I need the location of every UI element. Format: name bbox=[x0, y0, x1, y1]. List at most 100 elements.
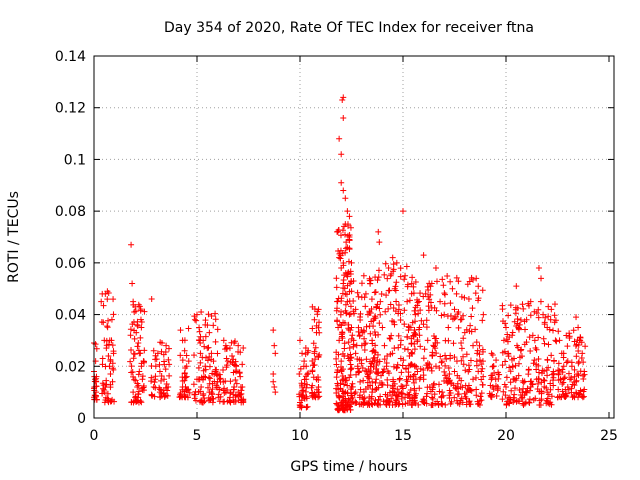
data-point bbox=[163, 380, 170, 387]
data-point bbox=[399, 362, 406, 369]
data-point bbox=[405, 346, 412, 353]
data-point bbox=[384, 352, 391, 359]
data-point bbox=[136, 368, 143, 375]
data-point bbox=[347, 372, 354, 379]
data-point bbox=[400, 208, 406, 215]
data-point bbox=[447, 278, 454, 285]
data-point bbox=[390, 266, 397, 273]
data-point bbox=[411, 340, 418, 347]
data-point bbox=[183, 373, 190, 380]
data-point bbox=[338, 265, 345, 272]
data-point bbox=[395, 389, 402, 396]
data-point bbox=[337, 232, 344, 239]
data-point bbox=[297, 365, 304, 372]
data-point bbox=[455, 308, 462, 315]
data-point bbox=[341, 340, 348, 347]
data-point bbox=[347, 327, 354, 334]
data-point bbox=[581, 368, 588, 375]
data-point bbox=[535, 380, 542, 387]
data-point bbox=[577, 387, 584, 394]
data-point bbox=[547, 316, 554, 323]
data-point bbox=[468, 313, 475, 320]
data-point bbox=[364, 373, 371, 380]
data-point bbox=[179, 337, 186, 344]
data-point bbox=[429, 401, 436, 408]
data-point bbox=[466, 278, 473, 285]
data-point bbox=[387, 351, 394, 358]
data-point bbox=[425, 287, 432, 294]
data-point bbox=[490, 363, 497, 370]
data-point bbox=[579, 350, 586, 357]
data-point bbox=[131, 351, 138, 358]
data-point bbox=[200, 337, 207, 344]
data-point bbox=[377, 298, 384, 305]
data-point bbox=[103, 345, 110, 352]
y-tick-label: 0.08 bbox=[55, 204, 86, 220]
data-point bbox=[535, 265, 542, 272]
data-point bbox=[337, 380, 344, 387]
data-point bbox=[544, 389, 551, 396]
data-point bbox=[158, 340, 165, 347]
data-point bbox=[370, 323, 377, 330]
data-point bbox=[455, 278, 462, 285]
data-point bbox=[300, 387, 307, 394]
data-point bbox=[131, 376, 138, 383]
data-point bbox=[350, 277, 357, 284]
data-point bbox=[209, 370, 216, 377]
data-point bbox=[385, 305, 392, 312]
data-point bbox=[545, 400, 552, 407]
data-point bbox=[515, 324, 522, 331]
data-point bbox=[513, 342, 520, 349]
data-point bbox=[390, 363, 397, 370]
data-point bbox=[232, 394, 239, 401]
data-point bbox=[387, 272, 394, 279]
data-point bbox=[438, 394, 445, 401]
data-point bbox=[340, 407, 347, 414]
data-point bbox=[231, 383, 238, 390]
data-point bbox=[105, 396, 112, 403]
data-point bbox=[348, 354, 355, 361]
data-point bbox=[400, 357, 407, 364]
data-point bbox=[376, 305, 383, 312]
data-point bbox=[535, 376, 542, 383]
data-point bbox=[492, 376, 499, 383]
data-point bbox=[348, 288, 355, 295]
data-point bbox=[338, 331, 345, 338]
data-point bbox=[315, 383, 322, 390]
data-point bbox=[458, 340, 465, 347]
data-point bbox=[499, 306, 506, 313]
data-point bbox=[272, 389, 279, 396]
data-point bbox=[566, 333, 573, 340]
data-point bbox=[514, 305, 521, 312]
data-point bbox=[445, 378, 452, 385]
data-point bbox=[442, 401, 449, 408]
data-point bbox=[378, 372, 385, 379]
data-point bbox=[134, 343, 141, 350]
data-point bbox=[344, 352, 351, 359]
data-point bbox=[464, 385, 471, 392]
data-point bbox=[156, 361, 163, 368]
data-point bbox=[110, 350, 117, 357]
data-point bbox=[509, 332, 516, 339]
data-point bbox=[214, 378, 221, 385]
data-point bbox=[520, 305, 527, 312]
data-point bbox=[448, 379, 455, 386]
data-point bbox=[549, 327, 556, 334]
data-point bbox=[525, 399, 532, 406]
data-point bbox=[176, 394, 183, 401]
data-point bbox=[393, 279, 400, 286]
data-point bbox=[197, 333, 204, 340]
data-point bbox=[405, 323, 412, 330]
data-point bbox=[136, 350, 143, 357]
data-point bbox=[130, 373, 137, 380]
data-point bbox=[105, 317, 112, 324]
data-point bbox=[333, 284, 340, 291]
data-point bbox=[507, 396, 514, 403]
data-point bbox=[556, 393, 563, 400]
data-point bbox=[313, 329, 320, 336]
data-point bbox=[416, 324, 423, 331]
data-point bbox=[179, 383, 186, 390]
data-point bbox=[338, 358, 345, 365]
data-point bbox=[338, 179, 345, 186]
